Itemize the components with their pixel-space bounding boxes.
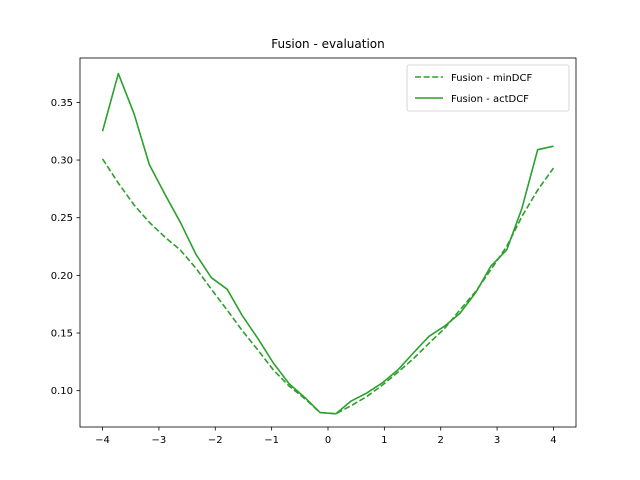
legend-box <box>406 64 570 112</box>
y-tick-label: 0.15 <box>51 329 73 340</box>
series-line-actdcf <box>101 72 554 415</box>
y-tick-label: 0.35 <box>51 98 73 109</box>
chart-title: Fusion - evaluation <box>271 37 384 51</box>
x-tick-label: 0 <box>325 435 331 446</box>
legend-label: Fusion - minDCF <box>451 73 532 84</box>
legend: Fusion - minDCF Fusion - actDCF <box>406 64 570 112</box>
y-tick-label: 0.30 <box>51 156 73 167</box>
x-tick-label: 1 <box>381 435 387 446</box>
x-tick-label: −4 <box>95 435 110 446</box>
x-tick-label: 4 <box>550 435 556 446</box>
y-tick-label: 0.25 <box>51 213 73 224</box>
x-tick-label: −3 <box>152 435 167 446</box>
plot-area: −4 −3 −2 −1 0 1 2 3 4 0.10 0.15 0.20 0.25 0.30 0.35 <box>51 57 577 446</box>
x-tick-label: 2 <box>438 435 444 446</box>
y-tick-label: 0.10 <box>51 386 73 397</box>
x-tick-label: 3 <box>494 435 500 446</box>
y-tick-label: 0.20 <box>51 271 73 282</box>
x-tick-label: −2 <box>208 435 223 446</box>
legend-label: Fusion - actDCF <box>451 94 529 105</box>
x-tick-label: −1 <box>264 435 279 446</box>
